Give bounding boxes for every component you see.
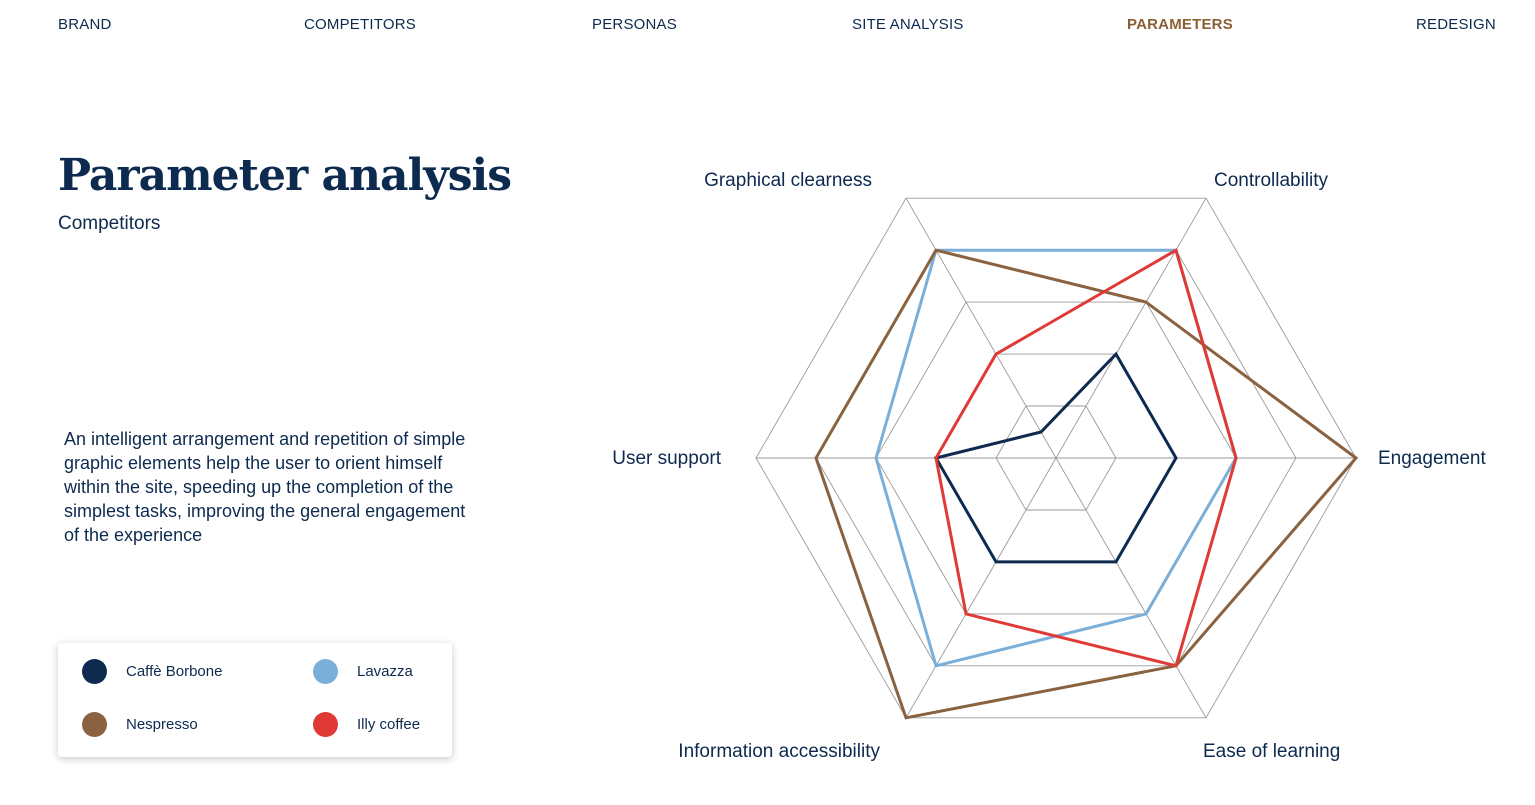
axis-label-engagement: Engagement — [1378, 448, 1486, 469]
page-title: Parameter analysis — [58, 150, 512, 201]
axis-label-user-support: User support — [612, 448, 721, 469]
chart-legend: Caffè Borbone Lavazza Nespresso Illy cof… — [58, 643, 452, 757]
top-nav: BRAND COMPETITORS PERSONAS SITE ANALYSIS… — [0, 0, 1535, 50]
legend-swatch — [313, 658, 338, 684]
legend-item-nespresso: Nespresso — [82, 711, 198, 737]
legend-label: Lavazza — [357, 662, 413, 680]
nav-item-brand[interactable]: BRAND — [58, 16, 112, 33]
radar-axis-line — [905, 457, 1057, 719]
radar-axis-line — [1055, 457, 1207, 719]
radar-grid — [755, 197, 1357, 719]
legend-label: Illy coffee — [357, 715, 421, 733]
legend-label: Nespresso — [126, 715, 198, 733]
legend-swatch — [313, 711, 338, 737]
axis-label-controllability: Controllability — [1214, 170, 1329, 191]
legend-item-illy-coffee: Illy coffee — [313, 711, 420, 737]
page-subtitle: Competitors — [58, 213, 161, 234]
legend-label: Caffè Borbone — [126, 662, 223, 680]
radar-series-nespresso — [814, 248, 1359, 720]
nav-item-competitors[interactable]: COMPETITORS — [304, 16, 416, 33]
radar-axis-labels: Engagement Controllability Graphical clear… — [612, 170, 1486, 762]
radar-series-group — [814, 247, 1359, 720]
legend-swatch — [82, 711, 107, 737]
legend-item-caffe-borbone: Caffè Borbone — [82, 658, 222, 684]
axis-label-information-accessibility: Information accessibility — [678, 741, 880, 762]
axis-label-ease-of-learning: Ease of learning — [1203, 741, 1340, 762]
radar-axis-line — [905, 197, 1057, 459]
radar-axis-line — [1055, 197, 1207, 459]
radar-series-illy-coffee — [934, 247, 1238, 668]
nav-item-personas[interactable]: PERSONAS — [592, 16, 677, 33]
legend-item-lavazza: Lavazza — [313, 658, 413, 684]
axis-label-graphical-clearness: Graphical clearness — [704, 170, 872, 191]
legend-swatch — [82, 658, 107, 684]
nav-item-redesign[interactable]: REDESIGN — [1416, 16, 1496, 33]
nav-item-parameters[interactable]: PARAMETERS — [1127, 16, 1233, 33]
description-text: An intelligent arrangement and repetitio… — [64, 429, 466, 545]
nav-item-site-analysis[interactable]: SITE ANALYSIS — [852, 16, 964, 33]
